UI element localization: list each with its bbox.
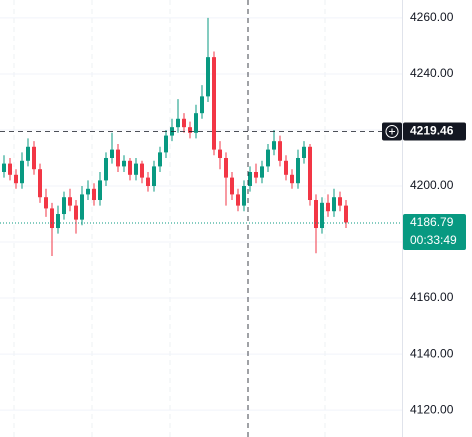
candle-body bbox=[308, 146, 312, 201]
candle-body bbox=[26, 146, 30, 161]
candle-body bbox=[344, 205, 348, 223]
candle-body bbox=[146, 177, 150, 187]
candle-body bbox=[56, 214, 60, 229]
candle-body bbox=[218, 149, 222, 158]
candle-body bbox=[326, 202, 330, 212]
candle-body bbox=[80, 194, 84, 220]
candle-body bbox=[122, 160, 126, 167]
candle-body bbox=[266, 149, 270, 167]
candle-body bbox=[110, 149, 114, 158]
candle-body bbox=[176, 118, 180, 128]
candle-body bbox=[116, 149, 120, 167]
candle-body bbox=[14, 174, 18, 184]
candle-body bbox=[278, 141, 282, 161]
candle-body bbox=[320, 202, 324, 229]
candle-body bbox=[242, 186, 246, 206]
candle-body bbox=[272, 141, 276, 150]
candle-body bbox=[8, 163, 12, 175]
candle-body bbox=[194, 113, 198, 133]
y-tick-label: 4200.00 bbox=[410, 178, 454, 192]
candle-body bbox=[50, 208, 54, 229]
candle-body bbox=[290, 174, 294, 184]
candle-body bbox=[188, 127, 192, 133]
candle-body bbox=[74, 205, 78, 220]
last-price-box bbox=[403, 214, 466, 251]
candle-body bbox=[38, 169, 42, 198]
candle-body bbox=[212, 57, 216, 150]
candle-body bbox=[86, 188, 90, 195]
candle-body bbox=[2, 163, 6, 172]
y-tick-label: 4160.00 bbox=[410, 290, 454, 304]
candle-body bbox=[338, 197, 342, 206]
crosshair-plus-icon bbox=[389, 128, 395, 135]
crosshair-plus bbox=[385, 124, 399, 138]
y-tick-label: 4120.00 bbox=[410, 402, 454, 416]
countdown-label: 00:33:49 bbox=[410, 233, 457, 247]
y-tick-label: 4260.00 bbox=[410, 10, 454, 24]
last-price-label: 4186.79 bbox=[410, 215, 454, 229]
candle-body bbox=[236, 194, 240, 206]
candle-body bbox=[200, 96, 204, 114]
candle-body bbox=[134, 163, 138, 175]
candle-body bbox=[182, 118, 186, 128]
candle-body bbox=[152, 166, 156, 187]
y-tick-label: 4240.00 bbox=[410, 66, 454, 80]
crosshair-price-label: 4219.46 bbox=[410, 124, 454, 138]
candle-body bbox=[254, 171, 258, 178]
y-tick-label: 4140.00 bbox=[410, 346, 454, 360]
candle-body bbox=[230, 177, 234, 195]
candle-body bbox=[158, 152, 162, 167]
candle-body bbox=[164, 135, 168, 153]
candle-body bbox=[296, 157, 300, 184]
candle-body bbox=[332, 197, 336, 212]
candle-body bbox=[44, 197, 48, 209]
crosshair-price-box bbox=[403, 122, 466, 141]
candle-body bbox=[140, 163, 144, 178]
candle-body bbox=[128, 160, 132, 175]
candle-body bbox=[302, 146, 306, 158]
candle-body bbox=[284, 160, 288, 175]
candle-body bbox=[68, 197, 72, 206]
candle-body bbox=[224, 157, 228, 178]
candle-body bbox=[314, 200, 318, 229]
candle-body bbox=[62, 197, 66, 215]
candle-body bbox=[92, 188, 96, 201]
candle-body bbox=[20, 160, 24, 184]
candle-body bbox=[206, 57, 210, 97]
candle-body bbox=[248, 171, 252, 187]
candle-body bbox=[104, 157, 108, 181]
candle-body bbox=[32, 146, 36, 170]
candle-body bbox=[98, 180, 102, 201]
candle-body bbox=[260, 166, 264, 178]
